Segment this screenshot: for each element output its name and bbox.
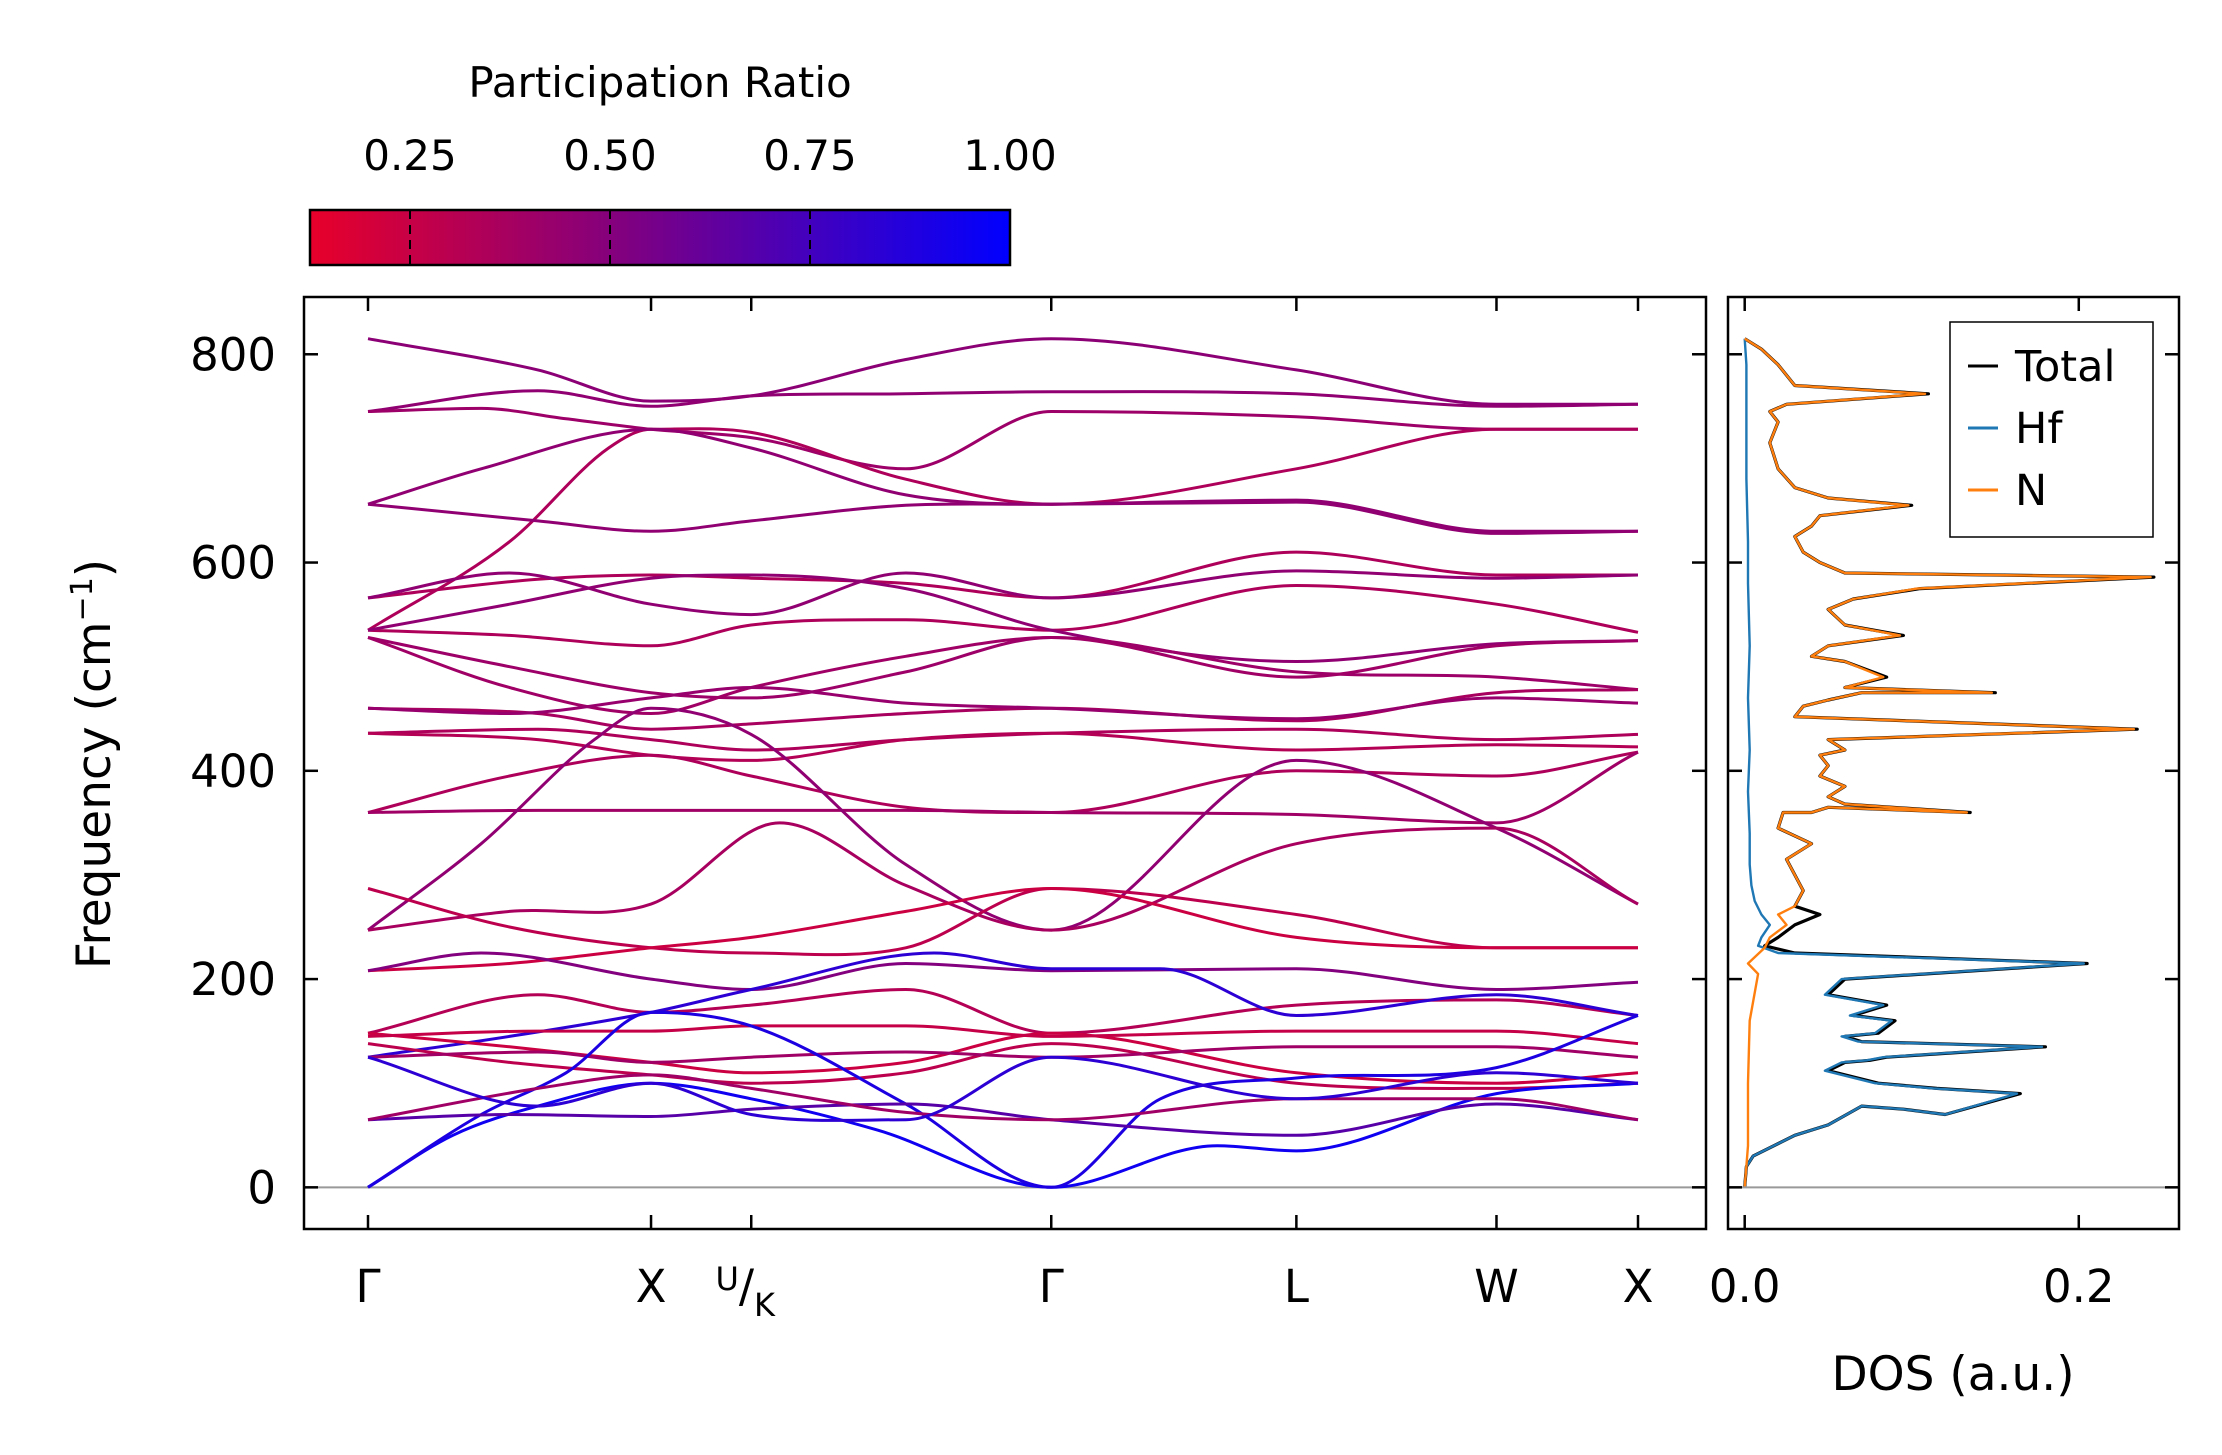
x-tick-label: X	[636, 1260, 667, 1313]
legend-label-total: Total	[2014, 342, 2115, 392]
band-structure-panel: 0 200 400 600 800 Γ X U/K Γ L W X Frequency (cm−1)	[65, 295, 1708, 1324]
y-tick-label: 800	[190, 328, 276, 381]
band-optical-3	[367, 406, 1638, 471]
band-optical-6	[367, 427, 1639, 535]
band-optical-4	[367, 427, 1638, 632]
band-optical-8	[367, 569, 1639, 617]
dos-y-ticks	[1728, 353, 2179, 1189]
y-tick-label: 200	[190, 953, 276, 1006]
y-axis-title-sup: −1	[65, 577, 100, 621]
y-axis-ticks: 0 200 400 600 800	[190, 328, 1706, 1214]
x-tick-label: X	[1623, 1260, 1654, 1313]
y-tick-label: 400	[190, 745, 276, 798]
band-optical-2	[367, 389, 1639, 413]
band-mid-4	[367, 951, 1639, 1059]
band-optical-10	[367, 573, 1639, 664]
band-optical-12	[367, 635, 1639, 716]
band-mid-7	[367, 1024, 1639, 1046]
colorbar-gradient	[308, 208, 1012, 267]
band-optical-1	[367, 337, 1638, 406]
colorbar-tick-label: 0.75	[763, 131, 857, 180]
x-tick-label: Γ	[1039, 1260, 1064, 1313]
band-acoustic-5	[367, 1055, 1639, 1122]
x-tick-label: L	[1284, 1260, 1309, 1313]
dos-x-tick-label: 0.0	[1709, 1260, 1781, 1313]
dos-n	[1743, 337, 2152, 1188]
y-axis-title-close: )	[67, 559, 122, 577]
band-optical-20	[367, 821, 1639, 932]
x-tick-label: U/K	[715, 1260, 776, 1324]
colorbar-tick-label: 0.25	[363, 131, 457, 180]
dos-x-axis-title: DOS (a.u.)	[1831, 1347, 2074, 1402]
colorbar-tick-label: 0.50	[563, 131, 657, 180]
band-mid-6	[367, 1042, 1639, 1090]
band-acoustic-2	[367, 1010, 1639, 1189]
dos-hf	[1743, 338, 2085, 1188]
legend-label-n: N	[2015, 466, 2047, 516]
band-mid-3	[367, 987, 1639, 1035]
band-acoustic-3	[367, 1102, 1639, 1137]
band-optical-16	[367, 731, 1639, 762]
band-mid-2	[367, 951, 1639, 992]
dos-plot-frame	[1726, 295, 2181, 1231]
colorbar-tick-label: 1.00	[963, 131, 1057, 180]
dos-x-ticks: 0.0 0.2	[1709, 297, 2115, 1313]
x-tick-label: W	[1474, 1260, 1519, 1313]
x-tick-label: Γ	[355, 1260, 380, 1313]
y-axis-title-main: Frequency (cm	[67, 621, 122, 969]
band-optical-9	[367, 583, 1639, 648]
band-plot-frame	[302, 295, 1708, 1231]
y-tick-label: 0	[247, 1161, 276, 1214]
bands	[367, 337, 1639, 1189]
band-acoustic-N-1	[367, 886, 1638, 957]
legend: Total Hf N	[1949, 321, 2154, 538]
band-optical-5	[367, 498, 1638, 533]
y-tick-label: 600	[190, 537, 276, 590]
band-mid-8	[367, 1045, 1639, 1064]
dos-curves	[1728, 337, 2179, 1189]
legend-label-hf: Hf	[2015, 404, 2063, 454]
x-axis-ticks: Γ X U/K Γ L W X	[355, 297, 1653, 1324]
band-optical-17	[367, 750, 1639, 815]
band-optical-18	[367, 750, 1639, 825]
band-acoustic-4	[367, 1073, 1639, 1122]
band-optical-11	[367, 635, 1639, 700]
band-mid-1	[367, 886, 1638, 973]
y-axis-title: Frequency (cm−1)	[65, 559, 122, 969]
band-optical-7	[367, 550, 1638, 600]
dos-x-tick-label: 0.2	[2043, 1260, 2115, 1313]
colorbar: Participation Ratio 0.25 0.50 0.75 1.00	[308, 58, 1057, 267]
colorbar-title: Participation Ratio	[468, 58, 851, 107]
band-optical-19	[367, 706, 1639, 932]
band-optical-14	[367, 685, 1639, 721]
dos-panel: 0.0 0.2 DOS (a.u.) Total Hf N	[1709, 295, 2181, 1402]
